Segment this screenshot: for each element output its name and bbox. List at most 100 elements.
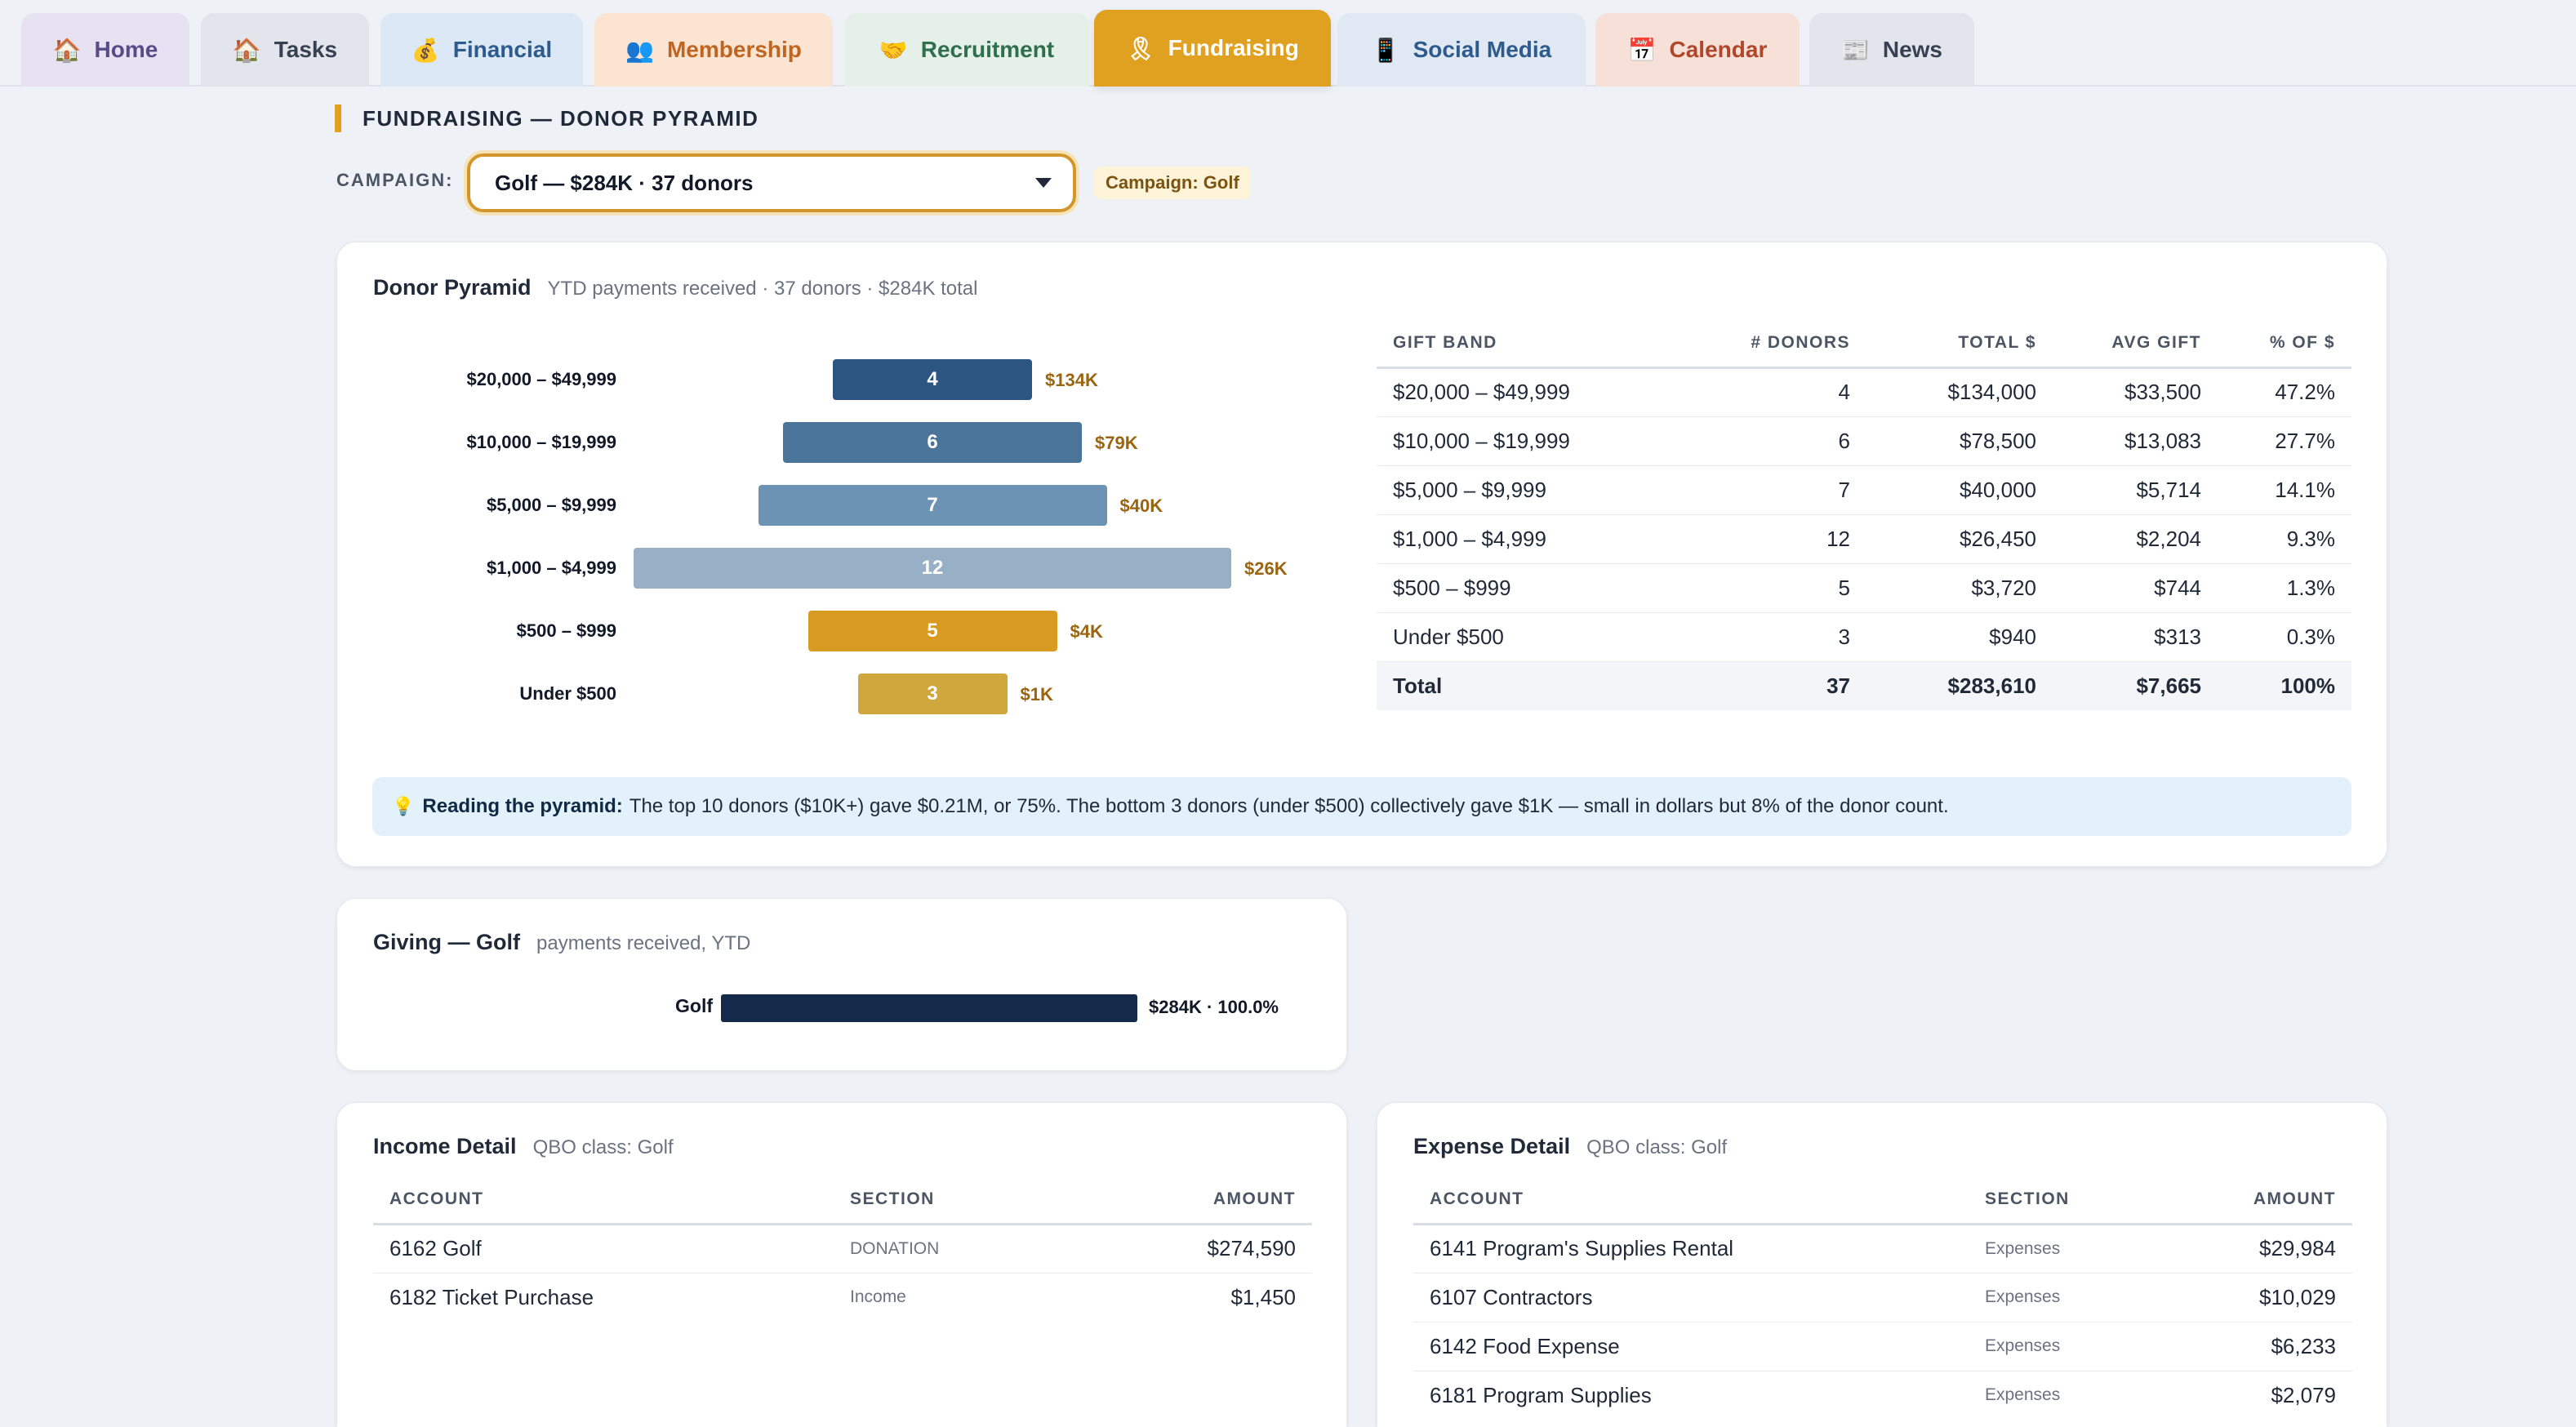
percent-cell: 1.3% [2218, 563, 2351, 613]
pyramid-band-label: $1,000 – $4,999 [486, 558, 616, 578]
column-header: AMOUNT [2181, 1176, 2352, 1225]
table-row: 6181 Program Supplies Expenses $2,079 [1413, 1371, 2352, 1420]
total-cell: $3,720 [1866, 563, 2053, 613]
phone-icon: 📱 [1371, 36, 1400, 64]
tab-label: Tasks [274, 37, 338, 62]
tab-label: Social Media [1413, 37, 1552, 62]
pyramid-band-label: Under $500 [519, 683, 616, 704]
ribbon-icon: 🎗 [1126, 34, 1155, 62]
pyramid-bar: 6 [783, 422, 1082, 463]
percent-cell: 100% [2218, 661, 2351, 710]
card-subtitle: QBO class: Golf [1586, 1136, 1728, 1158]
page-title: FUNDRAISING — DONOR PYRAMID [335, 104, 759, 132]
tab-home[interactable]: 🏠 Home [21, 13, 189, 87]
donor-count-cell: 12 [1703, 514, 1866, 564]
table-row: 6107 Contractors Expenses $10,029 [1413, 1273, 2352, 1323]
avg-gift-cell: $33,500 [2053, 367, 2218, 417]
card-title: Giving — Golf [373, 930, 520, 954]
tab-tasks[interactable]: 🏠 Tasks [201, 13, 369, 87]
column-header: GIFT BAND [1377, 320, 1703, 369]
column-header: SECTION [1969, 1176, 2181, 1225]
card-subtitle: YTD payments received · 37 donors · $284… [547, 278, 978, 300]
card-subtitle: QBO class: Golf [532, 1136, 674, 1158]
amount-cell: $29,984 [2181, 1224, 2352, 1274]
table-row: Under $500 3 $940 $313 0.3% [1377, 612, 2351, 662]
percent-cell: 27.7% [2218, 416, 2351, 466]
expense-detail-card: Expense Detail QBO class: Golf ACCOUNT S… [1377, 1102, 2387, 1427]
percent-cell: 9.3% [2218, 514, 2351, 564]
avg-gift-cell: $744 [2053, 563, 2218, 613]
avg-gift-cell: $313 [2053, 612, 2218, 662]
tab-social-media[interactable]: 📱 Social Media [1337, 13, 1586, 87]
card-title: Income Detail [373, 1134, 517, 1158]
pyramid-bar: 4 [833, 359, 1032, 400]
account-cell: 6182 Ticket Purchase [389, 1284, 594, 1309]
pyramid-bar-value: $4K [1070, 621, 1103, 642]
gift-band-cell: Under $500 [1377, 612, 1703, 662]
card-title: Donor Pyramid [373, 275, 532, 300]
column-header: ACCOUNT [1413, 1176, 1969, 1225]
tab-membership[interactable]: 👥 Membership [594, 13, 833, 87]
account-cell: 6142 Food Expense [1413, 1322, 1969, 1371]
total-cell: $283,610 [1866, 661, 2053, 710]
calendar-icon: 📅 [1627, 36, 1657, 64]
lightbulb-icon: 💡 [392, 796, 415, 817]
tab-label: Financial [452, 37, 553, 62]
giving-bar-value: $284K · 100.0% [1149, 997, 1279, 1017]
handshake-icon: 🤝 [879, 36, 908, 64]
campaign-label: CAMPAIGN: [336, 170, 454, 190]
tip-text: The top 10 donors ($10K+) gave $0.21M, o… [629, 795, 1949, 817]
tab-label: Fundraising [1168, 35, 1299, 60]
table-row: $1,000 – $4,999 12 $26,450 $2,204 9.3% [1377, 514, 2351, 564]
amount-cell: $10,029 [2181, 1273, 2352, 1323]
column-header: % OF $ [2218, 320, 2351, 369]
percent-cell: 0.3% [2218, 612, 2351, 662]
card-header: Expense Detail QBO class: Golf [1413, 1134, 1727, 1159]
total-cell: $78,500 [1866, 416, 2053, 466]
donor-count-cell: 4 [1703, 367, 1866, 417]
total-cell: $940 [1866, 612, 2053, 662]
tab-recruitment[interactable]: 🤝 Recruitment [844, 13, 1089, 87]
pyramid-bar-value: $134K [1045, 370, 1098, 390]
table-header-row: ACCOUNT SECTION AMOUNT [373, 1176, 1312, 1225]
section-cell: Income [850, 1287, 906, 1307]
avg-gift-cell: $5,714 [2053, 465, 2218, 515]
pyramid-band-label: $5,000 – $9,999 [486, 495, 616, 515]
section-cell: Expenses [1969, 1273, 2181, 1323]
card-title: Expense Detail [1413, 1134, 1571, 1158]
column-header: AVG GIFT [2053, 320, 2218, 369]
table-row: $500 – $999 5 $3,720 $744 1.3% [1377, 563, 2351, 613]
pyramid-band-label: $20,000 – $49,999 [466, 369, 616, 389]
pyramid-bar-value: $26K [1244, 558, 1288, 579]
account-cell: 6107 Contractors [1413, 1273, 1969, 1323]
table-row: $5,000 – $9,999 7 $40,000 $5,714 14.1% [1377, 465, 2351, 515]
total-label-cell: Total [1377, 661, 1703, 710]
people-icon: 👥 [625, 36, 654, 64]
giving-bar [721, 994, 1137, 1022]
percent-cell: 14.1% [2218, 465, 2351, 515]
table-row: $20,000 – $49,999 4 $134,000 $33,500 47.… [1377, 367, 2351, 417]
account-cell: 6141 Program's Supplies Rental [1413, 1224, 1969, 1274]
tab-news[interactable]: 📰 News [1809, 13, 1974, 87]
tab-calendar[interactable]: 📅 Calendar [1595, 13, 1800, 87]
table-row: 6141 Program's Supplies Rental Expenses … [1413, 1224, 2352, 1274]
tab-financial[interactable]: 💰 Financial [380, 13, 583, 87]
card-subtitle: payments received, YTD [536, 932, 751, 954]
campaign-select[interactable]: Golf — $284K · 37 donors [467, 153, 1076, 212]
column-header: # DONORS [1703, 320, 1866, 369]
amount-cell: $2,079 [2271, 1382, 2336, 1407]
giving-bar-track [721, 994, 1137, 1022]
pyramid-bar-value: $79K [1095, 433, 1138, 453]
pyramid-bar: 5 [808, 611, 1057, 651]
giving-bar-label: Golf [675, 995, 713, 1016]
tab-label: Membership [666, 37, 802, 62]
tab-fundraising[interactable]: 🎗 Fundraising [1094, 10, 1331, 87]
column-header: AMOUNT [1103, 1176, 1312, 1225]
giving-card: Giving — Golf payments received, YTD Gol… [336, 898, 1347, 1071]
home-icon: 🏠 [52, 36, 82, 64]
home-icon: 🏠 [232, 36, 261, 64]
newspaper-icon: 📰 [1840, 36, 1870, 64]
amount-cell: $6,233 [2181, 1322, 2352, 1371]
pyramid-band-label: $10,000 – $19,999 [466, 432, 616, 452]
total-cell: $40,000 [1866, 465, 2053, 515]
